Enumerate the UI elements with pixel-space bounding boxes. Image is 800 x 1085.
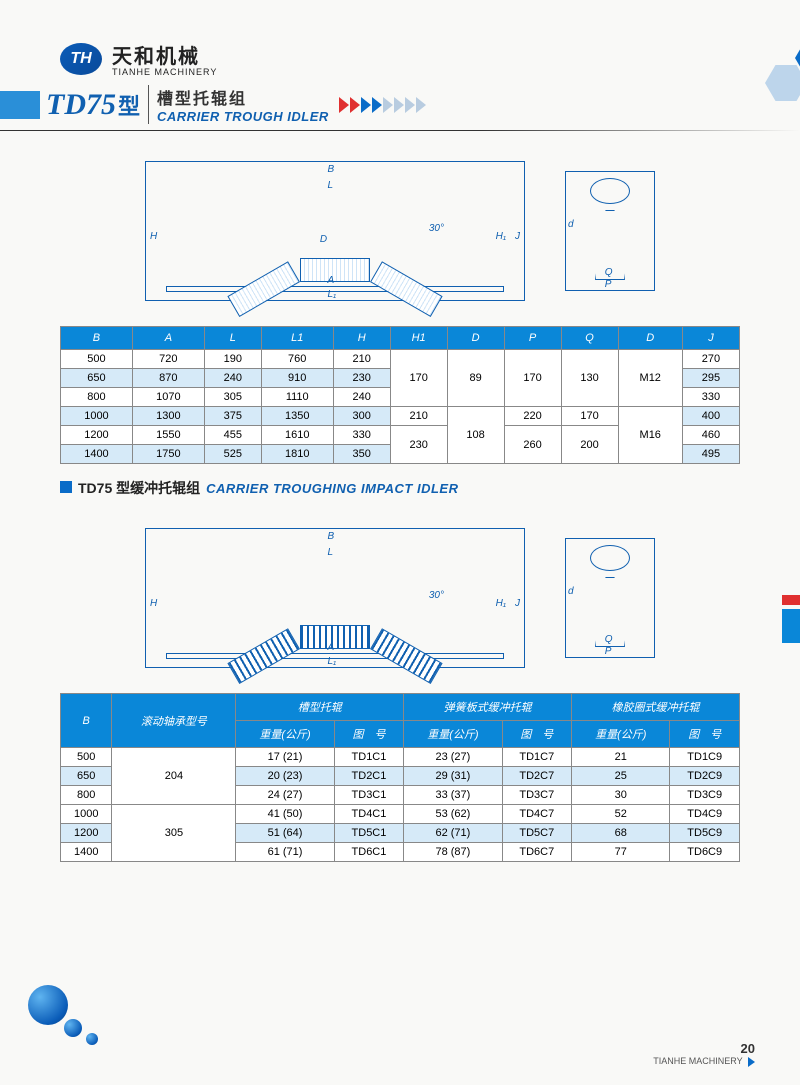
col-header: B	[61, 327, 133, 350]
company-logo: TH 天和机械 TIANHE MACHINERY	[60, 40, 740, 77]
col-header: H	[333, 327, 390, 350]
side-view-diagram-impact: d Q P	[565, 538, 655, 658]
square-bullet-icon	[60, 481, 72, 493]
title-bar: TD75 型 槽型托辊组 CARRIER TROUGH IDLER	[60, 85, 740, 124]
page-number: 20	[741, 1041, 755, 1056]
diagram-impact-idler: B L H 30° H₁ J A L₁ d Q P	[60, 518, 740, 678]
diagram-carrier-trough: B L H D 30° H₁ J A L₁ d Q P	[60, 151, 740, 311]
col-header: Q	[561, 327, 618, 350]
page-footer: 20 TIANHE MACHINERY	[653, 1041, 755, 1067]
model-suffix: 型	[118, 89, 140, 121]
title-zh: 槽型托辊组	[157, 85, 329, 109]
chevron-decoration	[339, 97, 426, 113]
dimensions-table-1: BALL1HH1DPQDJ50072019076021017089170130M…	[60, 326, 740, 464]
col-header: L	[204, 327, 261, 350]
table-row: 100030541 (50)TD4C153 (62)TD4C752TD4C9	[61, 805, 740, 824]
footer-company: TIANHE MACHINERY	[653, 1056, 742, 1066]
logo-badge-icon: TH	[60, 43, 102, 75]
col-header: D	[447, 327, 504, 350]
title-en: CARRIER TROUGH IDLER	[157, 109, 329, 124]
section-2-title: TD75 型缓冲托辊组 CARRIER TROUGHING IMPACT IDL…	[60, 478, 740, 498]
chevron-right-icon	[748, 1057, 755, 1067]
col-header: P	[504, 327, 561, 350]
dimensions-table-2: B滚动轴承型号槽型托辊弹簧板式缓冲托辊橡胶圈式缓冲托辊重量(公斤)图 号重量(公…	[60, 693, 740, 862]
table-row: 50020417 (21)TD1C123 (27)TD1C721TD1C9	[61, 748, 740, 767]
table-row: 100013003751350300210108220170M16400	[61, 407, 740, 426]
model-number: TD75	[46, 88, 116, 122]
front-view-diagram: B L H D 30° H₁ J A L₁	[145, 161, 525, 301]
col-header: D	[618, 327, 682, 350]
col-header: L1	[261, 327, 333, 350]
col-header: H1	[390, 327, 447, 350]
col-header: J	[682, 327, 739, 350]
side-view-diagram: d Q P	[565, 171, 655, 291]
page-side-tabs	[782, 595, 800, 643]
table-row: 50072019076021017089170130M12270	[61, 350, 740, 369]
title-accent-bar	[0, 91, 40, 119]
col-header: A	[132, 327, 204, 350]
title-underline	[0, 130, 800, 131]
front-view-diagram-impact: B L H 30° H₁ J A L₁	[145, 528, 525, 668]
logo-text-zh: 天和机械	[112, 40, 217, 69]
logo-text-en: TIANHE MACHINERY	[112, 67, 217, 77]
